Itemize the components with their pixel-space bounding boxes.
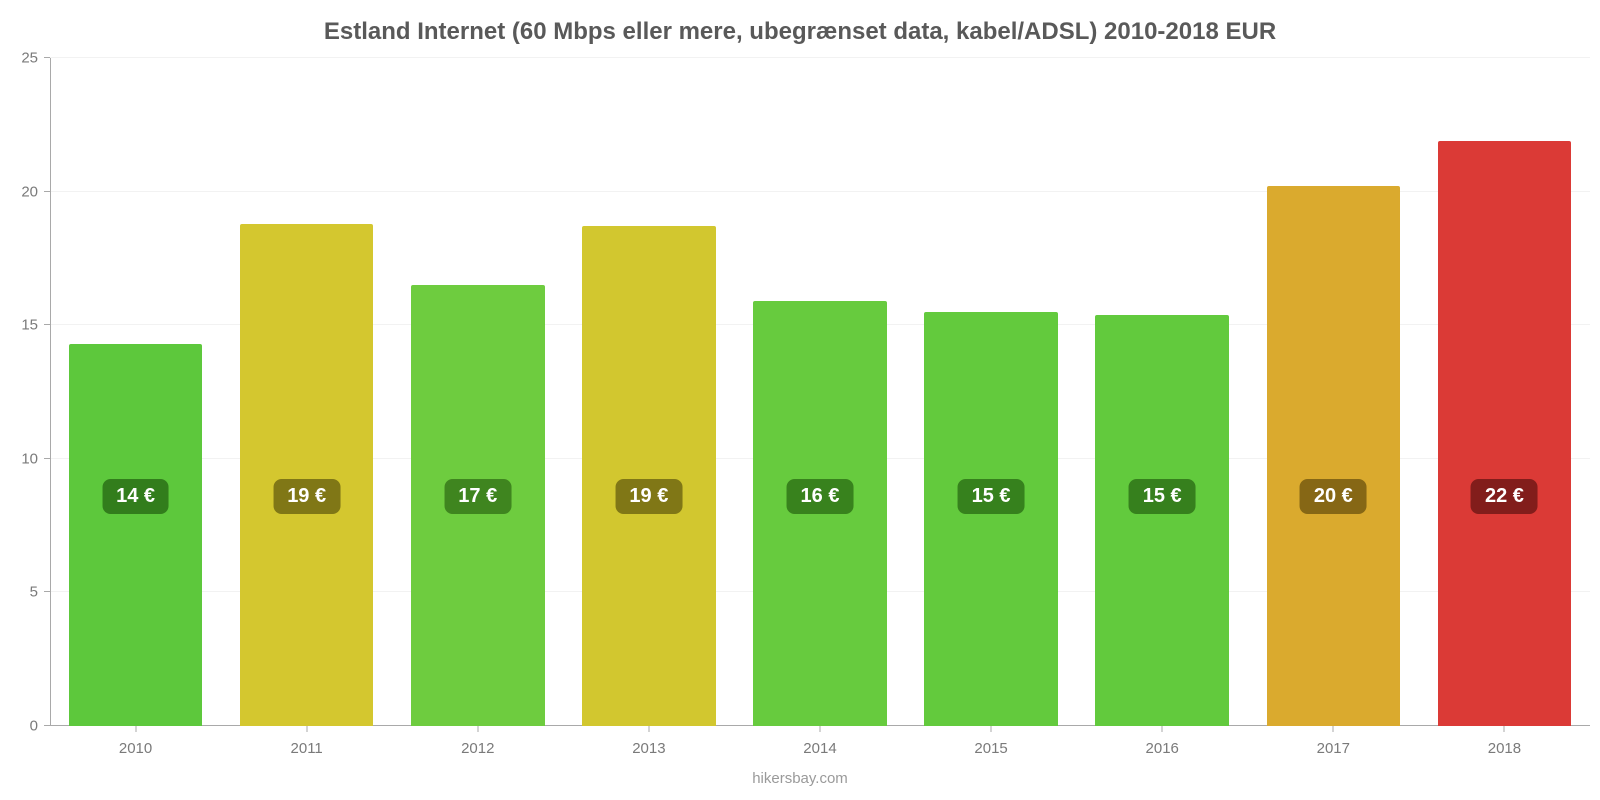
bar-slot: 15 €2016 (1077, 58, 1248, 726)
bar-slot: 19 €2013 (563, 58, 734, 726)
bars-group: 14 €201019 €201117 €201219 €201316 €2014… (50, 58, 1590, 726)
y-tick-label: 5 (30, 584, 50, 601)
bar: 14 € (69, 344, 202, 726)
y-tick-label: 0 (30, 718, 50, 735)
y-tick-label: 25 (21, 50, 50, 67)
bar-value-label: 15 € (1129, 479, 1196, 514)
y-tick-label: 15 (21, 317, 50, 334)
x-tick-label: 2016 (1146, 726, 1179, 757)
bar-value-label: 15 € (958, 479, 1025, 514)
chart-container: Estland Internet (60 Mbps eller mere, ub… (0, 0, 1600, 800)
bar-value-label: 20 € (1300, 479, 1367, 514)
bar-value-label: 22 € (1471, 479, 1538, 514)
bar-slot: 15 €2015 (906, 58, 1077, 726)
bar: 15 € (924, 312, 1057, 726)
bar-slot: 20 €2017 (1248, 58, 1419, 726)
x-tick-label: 2017 (1317, 726, 1350, 757)
bar: 22 € (1438, 141, 1571, 726)
bar: 15 € (1095, 315, 1228, 726)
plot-area: 14 €201019 €201117 €201219 €201316 €2014… (50, 58, 1590, 726)
bar: 19 € (582, 226, 715, 726)
x-tick-label: 2018 (1488, 726, 1521, 757)
bar: 19 € (240, 224, 373, 726)
x-tick-label: 2011 (291, 726, 323, 757)
bar-value-label: 16 € (787, 479, 854, 514)
source-label: hikersbay.com (752, 770, 848, 787)
bar-value-label: 14 € (102, 479, 169, 514)
bar-slot: 16 €2014 (734, 58, 905, 726)
bar-value-label: 17 € (444, 479, 511, 514)
bar: 20 € (1267, 186, 1400, 726)
bar-value-label: 19 € (615, 479, 682, 514)
bar-slot: 17 €2012 (392, 58, 563, 726)
bar-slot: 14 €2010 (50, 58, 221, 726)
bar: 17 € (411, 285, 544, 726)
chart-title: Estland Internet (60 Mbps eller mere, ub… (0, 0, 1600, 46)
y-tick-label: 20 (21, 183, 50, 200)
x-tick-label: 2015 (974, 726, 1007, 757)
x-tick-label: 2010 (119, 726, 152, 757)
x-tick-label: 2012 (461, 726, 494, 757)
x-tick-label: 2014 (803, 726, 836, 757)
x-tick-label: 2013 (632, 726, 665, 757)
bar: 16 € (753, 301, 886, 726)
bar-slot: 19 €2011 (221, 58, 392, 726)
bar-value-label: 19 € (273, 479, 340, 514)
y-tick-label: 10 (21, 450, 50, 467)
bar-slot: 22 €2018 (1419, 58, 1590, 726)
